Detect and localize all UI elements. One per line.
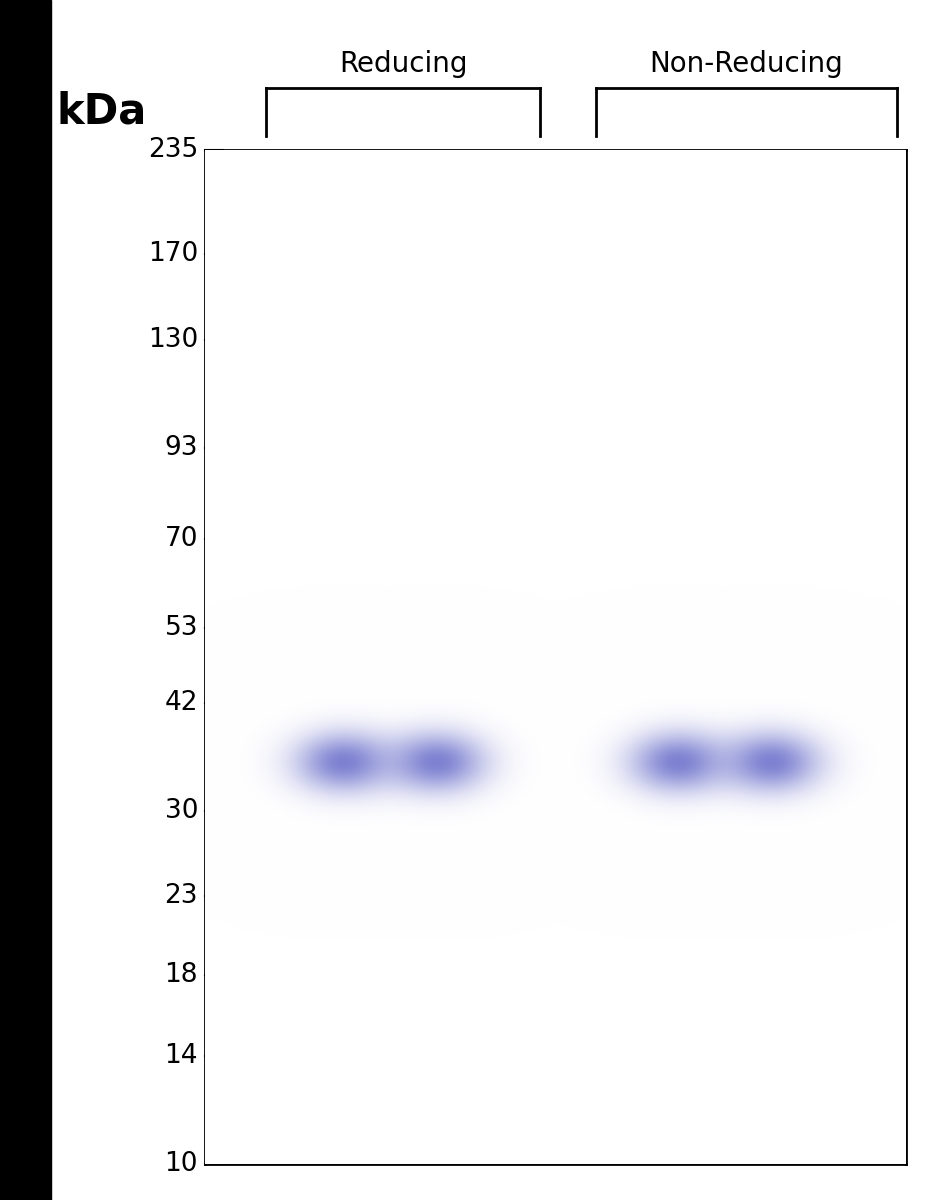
Text: 235: 235 — [148, 137, 198, 163]
Text: 170: 170 — [148, 241, 198, 266]
Text: 42: 42 — [164, 690, 198, 716]
Text: Reducing: Reducing — [339, 50, 467, 78]
Text: 18: 18 — [164, 962, 198, 989]
Text: Non-Reducing: Non-Reducing — [649, 50, 843, 78]
Text: 30: 30 — [164, 798, 198, 824]
Text: 53: 53 — [164, 616, 198, 641]
Text: 23: 23 — [164, 883, 198, 910]
Text: 14: 14 — [164, 1043, 198, 1069]
Text: 130: 130 — [148, 328, 198, 353]
Text: 10: 10 — [164, 1151, 198, 1177]
Text: 70: 70 — [164, 526, 198, 552]
Text: 93: 93 — [164, 434, 198, 461]
Text: kDa: kDa — [56, 90, 147, 132]
